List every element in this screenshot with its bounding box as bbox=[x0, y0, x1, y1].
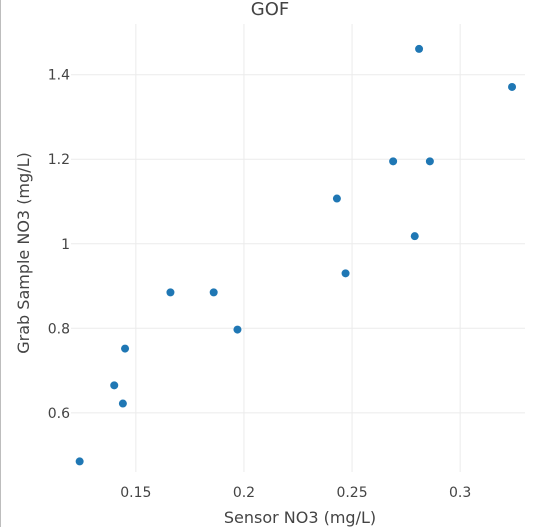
data-point bbox=[410, 232, 419, 241]
data-point bbox=[233, 325, 242, 334]
data-point bbox=[389, 157, 398, 166]
y-tick-label: 0.6 bbox=[48, 406, 70, 422]
ticks-layer: 0.15 0.2 0.25 0.3 0.6 0.8 1 1.2 1.4 bbox=[48, 68, 472, 501]
y-tick-label: 1.2 bbox=[48, 152, 70, 168]
data-point bbox=[425, 157, 434, 166]
x-tick-label: 0.25 bbox=[336, 485, 367, 501]
data-point bbox=[121, 344, 130, 353]
chart-title: GOF bbox=[251, 0, 289, 20]
grid-layer bbox=[71, 24, 525, 472]
points-layer bbox=[75, 44, 517, 466]
x-tick-label: 0.3 bbox=[449, 485, 471, 501]
x-axis-title: Sensor NO3 (mg/L) bbox=[224, 508, 376, 527]
y-tick-label: 0.8 bbox=[48, 321, 70, 337]
data-point bbox=[332, 194, 341, 203]
data-point bbox=[118, 399, 127, 408]
left-edge-border bbox=[0, 0, 1, 527]
data-point bbox=[209, 288, 218, 297]
x-tick-label: 0.2 bbox=[233, 485, 255, 501]
data-point bbox=[508, 82, 517, 91]
data-point bbox=[166, 288, 175, 297]
data-point bbox=[75, 457, 84, 466]
y-axis-title: Grab Sample NO3 (mg/L) bbox=[14, 152, 33, 353]
data-point bbox=[341, 269, 350, 278]
y-tick-label: 1.4 bbox=[48, 68, 70, 84]
x-tick-label: 0.15 bbox=[120, 485, 151, 501]
data-point bbox=[110, 381, 119, 390]
y-tick-label: 1 bbox=[61, 237, 70, 253]
data-point bbox=[415, 44, 424, 53]
